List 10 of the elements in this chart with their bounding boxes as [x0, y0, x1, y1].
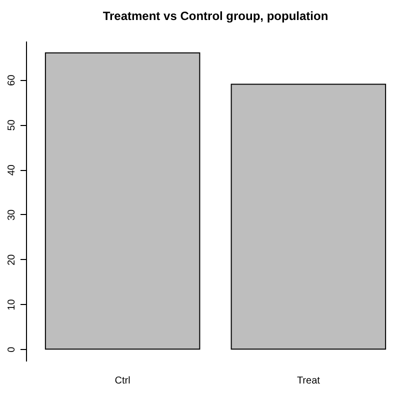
y-tick-label: 10 [6, 298, 18, 310]
y-tick-label: 50 [6, 119, 18, 131]
y-tick-label: 20 [6, 254, 18, 266]
y-tick-label: 30 [6, 208, 18, 221]
y-tick-label: 60 [6, 74, 18, 86]
y-tick-label: 0 [6, 346, 18, 352]
x-tick-label: Ctrl [114, 376, 130, 386]
x-tick-label: Treat [296, 376, 320, 386]
chart-title: Treatment vs Control group, population [102, 9, 328, 23]
y-tick-label: 40 [6, 164, 18, 176]
